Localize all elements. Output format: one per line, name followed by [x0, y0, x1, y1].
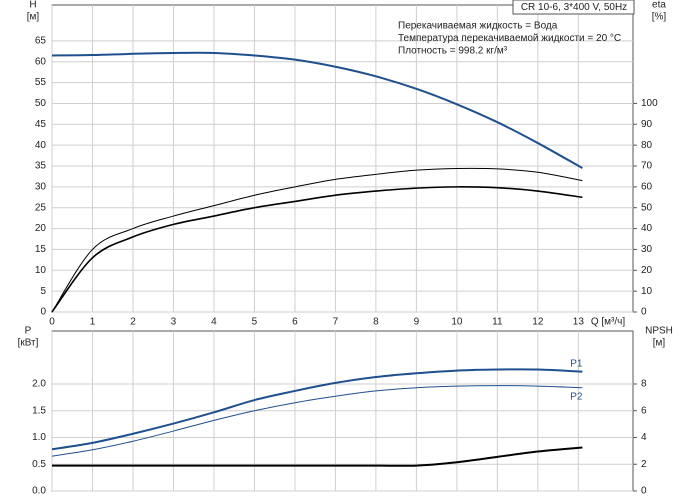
y2-axis-label: NPSH — [645, 326, 673, 337]
y2-axis-unit: [м] — [653, 338, 666, 349]
y-axis-label: P — [25, 326, 32, 337]
y-tick-label: 60 — [35, 56, 47, 67]
annotation: Перекачиваемая жидкость = Вода — [398, 21, 558, 32]
series-line — [51, 167, 583, 313]
y-tick-label: 40 — [35, 140, 47, 151]
x-tick-label: 4 — [211, 317, 217, 328]
y-tick-label: 50 — [35, 98, 47, 109]
x-tick-label: 0 — [49, 317, 55, 328]
series-line — [52, 446, 583, 467]
y2-tick-label: 30 — [641, 244, 653, 255]
x-tick-label: 12 — [532, 317, 544, 328]
annotation: Температура перекачиваемой жидкости = 20… — [398, 33, 621, 44]
y-tick-label: 55 — [35, 77, 47, 88]
y2-axis-unit: [%] — [652, 12, 667, 23]
y2-tick-label: 80 — [641, 140, 653, 151]
x-tick-label: 9 — [414, 317, 420, 328]
y2-tick-label: 6 — [641, 405, 647, 416]
x-tick-label: 6 — [292, 317, 298, 328]
y-tick-label: 30 — [35, 182, 47, 193]
x-tick-label: 3 — [171, 317, 177, 328]
y-tick-label: 1.0 — [32, 432, 46, 443]
series-label: P2 — [570, 391, 583, 402]
series-line — [51, 186, 583, 313]
y-tick-label: 10 — [35, 265, 47, 276]
y2-tick-label: 100 — [641, 98, 658, 109]
title-box — [512, 0, 635, 15]
y2-tick-label: 10 — [641, 286, 653, 297]
x-tick-label: 7 — [333, 317, 339, 328]
y2-tick-label: 60 — [641, 182, 653, 193]
y-tick-label: 0.0 — [32, 486, 46, 497]
y-tick-label: 35 — [35, 161, 47, 172]
y-tick-label: 15 — [35, 244, 47, 255]
series-line — [51, 368, 583, 451]
y2-tick-label: 90 — [641, 119, 653, 130]
y-tick-label: 0 — [40, 307, 46, 318]
x-tick-label: 11 — [492, 317, 503, 328]
y2-tick-label: 8 — [641, 379, 647, 390]
y2-tick-label: 20 — [641, 265, 653, 276]
series-line — [51, 385, 583, 457]
y-axis-unit: [кВт] — [18, 338, 39, 349]
y-tick-label: 45 — [35, 119, 47, 130]
y2-tick-label: 4 — [641, 432, 647, 443]
x-tick-label: 5 — [252, 317, 258, 328]
y-axis-label: H — [29, 0, 36, 11]
series-line — [51, 51, 583, 169]
series-label: P1 — [570, 358, 583, 369]
x-tick-label: 13 — [573, 317, 585, 328]
x-tick-label: 8 — [373, 317, 379, 328]
y2-axis-label: eta — [652, 0, 666, 11]
y-tick-label: 0.5 — [32, 459, 46, 470]
y-tick-label: 65 — [35, 36, 47, 47]
y-tick-label: 2.0 — [32, 379, 46, 390]
y2-tick-label: 0 — [641, 307, 647, 318]
y-axis-unit: [м] — [27, 12, 40, 23]
y-tick-label: 5 — [40, 286, 46, 297]
y2-tick-label: 50 — [641, 202, 653, 213]
chart-title: CR 10-6, 3*400 V, 50Hz — [521, 2, 627, 13]
y2-tick-label: 40 — [641, 223, 653, 234]
x-tick-label: 10 — [451, 317, 463, 328]
y-tick-label: 20 — [35, 223, 47, 234]
plot-frame — [51, 4, 634, 313]
y-tick-label: 25 — [35, 202, 47, 213]
y2-tick-label: 2 — [641, 459, 647, 470]
x-tick-label: 1 — [90, 317, 96, 328]
annotation: Плотность = 998.2 кг/м³ — [398, 46, 508, 57]
x-tick-label: 2 — [130, 317, 136, 328]
y2-tick-label: 0 — [641, 486, 647, 497]
y-tick-label: 1.5 — [32, 405, 46, 416]
x-axis-label: Q [м³/ч] — [591, 317, 626, 328]
y2-tick-label: 70 — [641, 161, 653, 172]
